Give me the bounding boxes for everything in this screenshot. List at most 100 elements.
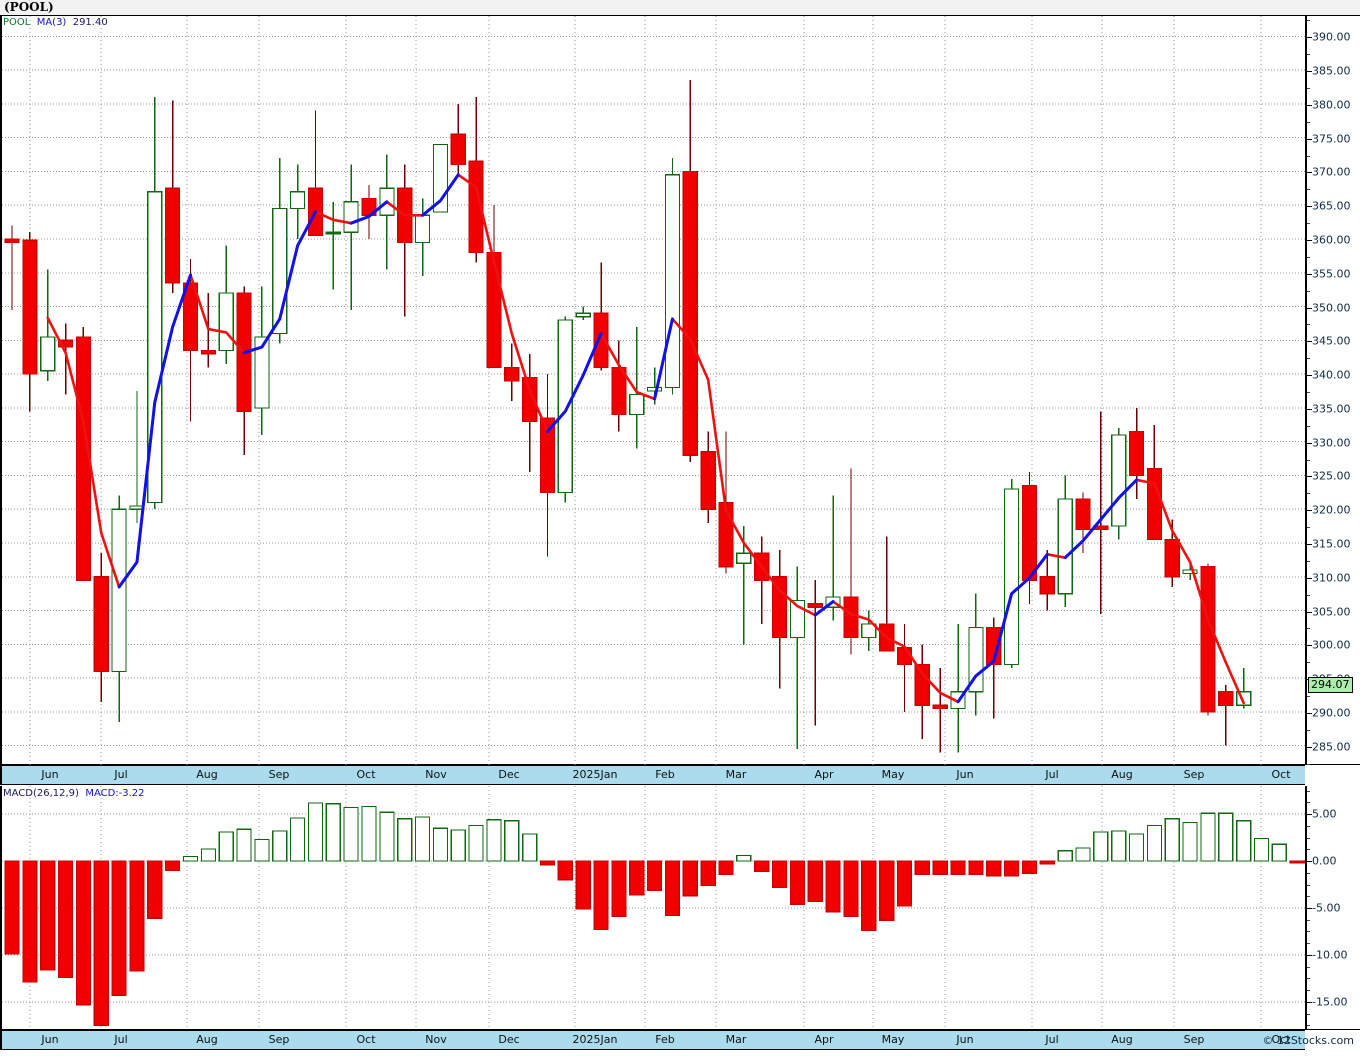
price-axis-minor-tick [1307, 290, 1310, 292]
price-axis-tickmark [1307, 37, 1312, 39]
price-axis-tickmark [1307, 408, 1312, 410]
macd-label: MACD(26,12,9) [3, 788, 79, 799]
price-chart-panel[interactable] [0, 15, 1307, 766]
date-axis-label: Apr [814, 768, 834, 781]
price-axis-tickmark [1307, 577, 1312, 579]
date-axis-label: Jun [956, 768, 974, 781]
date-axis-bottom: Jun Jul Aug Sep Oct Nov Dec 2025Jan Feb Mar Apr May… [0, 1030, 1305, 1050]
date-axis-label: Sep [268, 768, 290, 781]
price-axis-minor-tick [1307, 560, 1310, 562]
price-axis-tickmark [1307, 476, 1312, 478]
macd-axis-tickmark [1307, 908, 1312, 909]
price-axis-tick: 310.00 [1312, 571, 1351, 585]
macd-axis-tickmark [1307, 954, 1312, 956]
date-axis-label: May [881, 1033, 905, 1046]
date-axis-label: Dec [498, 768, 520, 781]
date-axis-label: Jun [956, 1033, 974, 1046]
macd-axis-minor-tick [1307, 872, 1310, 874]
date-axis-label: Aug [1111, 1033, 1133, 1046]
price-axis-tick: 370.00 [1312, 165, 1351, 179]
price-axis-tickmark [1307, 172, 1312, 174]
price-axis-tick: 290.00 [1312, 706, 1351, 720]
price-axis-tick: 375.00 [1312, 132, 1351, 146]
macd-axis-tickmark [1307, 861, 1312, 863]
copyright-footer: © 12Stocks.com [1262, 1034, 1354, 1047]
price-y-axis: 294.07 390.00 385.00 380.00 375.00 370.00 365… [1305, 15, 1360, 765]
price-axis-tick: 385.00 [1312, 64, 1351, 78]
date-axis-label: May [881, 768, 905, 781]
date-axis-label: Aug [196, 768, 218, 781]
macd-plot-svg [2, 786, 1307, 1030]
macd-axis-tick: 0.00 [1312, 854, 1337, 868]
window-title: (POOL) [4, 0, 54, 14]
date-axis-label: Apr [814, 1033, 834, 1046]
macd-axis-minor-tick [1307, 825, 1310, 827]
price-axis-tick: 320.00 [1312, 503, 1351, 517]
price-axis-tick: 285.00 [1312, 740, 1351, 754]
legend-ma-label: MA(3) [36, 17, 67, 28]
macd-y-axis: 5.00 0.00 -5.00 -10.00 -15.00 [1305, 786, 1360, 1030]
price-axis-minor-tick [1307, 763, 1310, 765]
macd-axis-minor-tick [1307, 802, 1310, 804]
price-axis-tick: 330.00 [1312, 436, 1351, 450]
price-axis-tick: 345.00 [1312, 334, 1351, 348]
price-axis-tick: 335.00 [1312, 402, 1351, 416]
date-axis-label: Feb [655, 1033, 675, 1046]
macd-axis-minor-tick [1307, 943, 1310, 945]
date-axis-label: Oct [1271, 768, 1291, 781]
macd-panel[interactable] [0, 786, 1307, 1030]
price-axis-minor-tick [1307, 223, 1310, 225]
date-axis-label: Sep [268, 1033, 290, 1046]
macd-axis-tick: -10.00 [1312, 948, 1348, 962]
macd-axis-minor-tick [1307, 990, 1310, 992]
price-axis-minor-tick [1307, 121, 1310, 123]
macd-axis-minor-tick [1307, 978, 1310, 980]
price-plot-svg [2, 16, 1307, 766]
date-axis-label: Nov [425, 768, 447, 781]
macd-axis-minor-tick [1307, 790, 1310, 792]
price-axis-tickmark [1307, 611, 1312, 613]
date-axis-label: Jul [114, 768, 128, 781]
price-axis-minor-tick [1307, 628, 1310, 630]
price-axis-minor-tick [1307, 155, 1310, 157]
price-axis-minor-tick [1307, 696, 1310, 698]
last-price-tag: 294.07 [1308, 677, 1353, 694]
price-axis-tickmark [1307, 273, 1312, 275]
price-axis-tick: 390.00 [1312, 30, 1351, 44]
price-legend: POOL MA(3) 291.40 [3, 17, 108, 28]
price-axis-minor-tick [1307, 189, 1310, 191]
date-axis-label: Jul [1045, 1033, 1059, 1046]
date-axis-label: Mar [725, 1033, 747, 1046]
macd-axis-minor-tick [1307, 849, 1310, 851]
price-axis-tick: 365.00 [1312, 199, 1351, 213]
price-axis-minor-tick [1307, 493, 1310, 495]
price-axis-tick: 315.00 [1312, 537, 1351, 551]
price-axis-minor-tick [1307, 459, 1310, 461]
price-axis-tick: 340.00 [1312, 368, 1351, 382]
macd-value: MACD:-3.22 [85, 788, 145, 799]
macd-axis-minor-tick [1307, 884, 1310, 886]
date-axis-label: Oct [1271, 1033, 1291, 1046]
price-axis-minor-tick [1307, 392, 1310, 393]
date-axis-label: Jun [41, 1033, 59, 1046]
macd-axis-tick: 5.00 [1312, 807, 1337, 821]
price-axis-tick: 380.00 [1312, 98, 1351, 112]
price-axis-tick: 325.00 [1312, 469, 1351, 483]
macd-axis-tick: -15.00 [1312, 995, 1348, 1009]
date-axis-label: Jul [114, 1033, 128, 1046]
price-axis-tick: 305.00 [1312, 605, 1351, 619]
price-axis-tickmark [1307, 746, 1312, 748]
macd-axis-minor-tick [1307, 837, 1310, 839]
date-axis-label: Dec [498, 1033, 520, 1046]
price-axis-minor-tick [1307, 256, 1310, 258]
price-axis-minor-tick [1307, 527, 1310, 529]
price-axis-minor-tick [1307, 20, 1310, 22]
date-axis-label: Aug [1111, 768, 1133, 781]
price-axis-tickmark [1307, 645, 1312, 647]
date-axis-label: Oct [356, 768, 376, 781]
date-axis-label: Feb [655, 768, 675, 781]
macd-axis-minor-tick [1307, 931, 1310, 933]
price-axis-tickmark [1307, 544, 1312, 546]
price-axis-tickmark [1307, 307, 1312, 309]
